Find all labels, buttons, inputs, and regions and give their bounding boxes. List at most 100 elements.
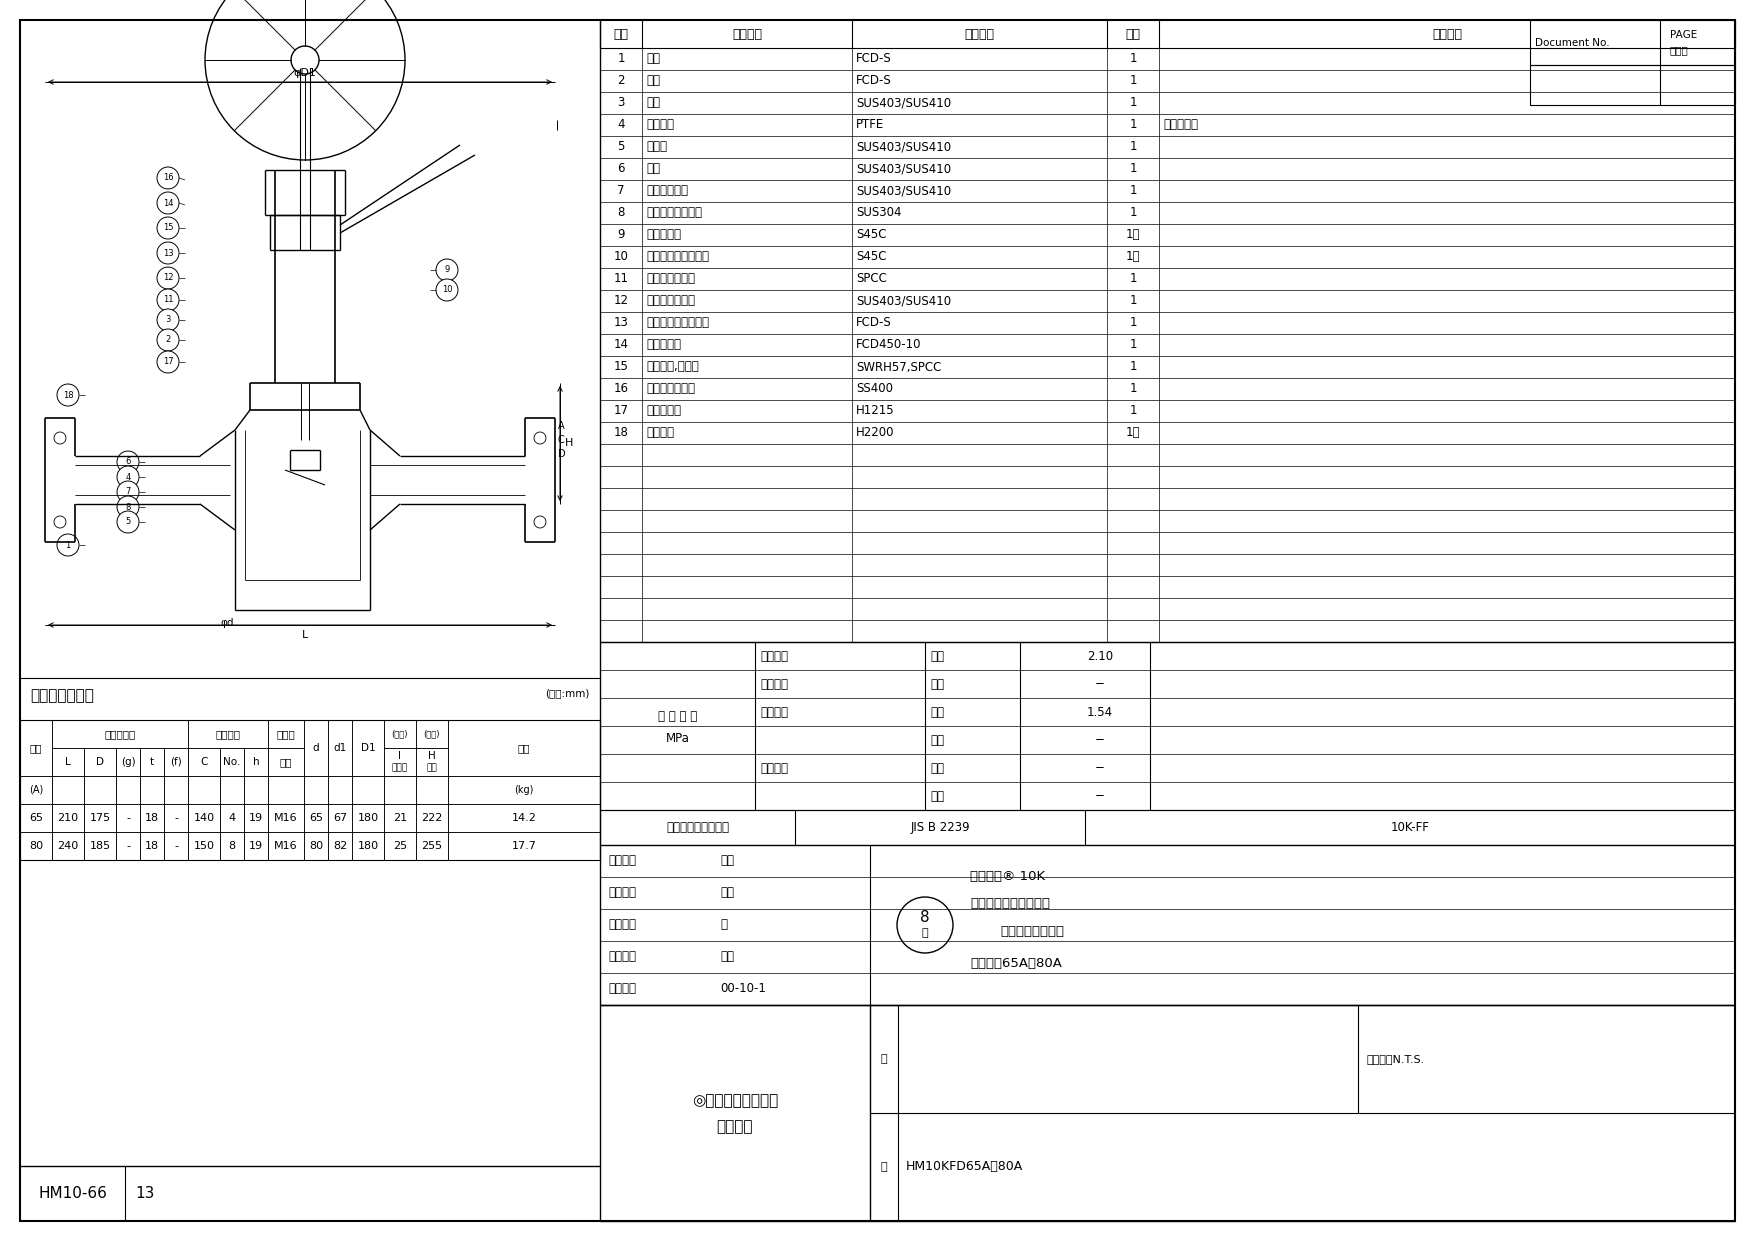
Text: ボルト穴: ボルト穴 — [216, 728, 240, 738]
Bar — [328, 831, 353, 860]
Text: 弁座輪: 弁座輪 — [646, 140, 667, 154]
Bar — [416, 776, 448, 804]
Text: 240: 240 — [58, 841, 79, 851]
Text: 汎用フランジ形玉形弁: 汎用フランジ形玉形弁 — [971, 897, 1049, 910]
Text: 検　図：: 検 図： — [607, 886, 635, 900]
Text: 255: 255 — [421, 841, 442, 851]
Text: 8: 8 — [618, 206, 625, 220]
Text: 8: 8 — [920, 911, 930, 926]
Circle shape — [156, 329, 179, 351]
Text: 80: 80 — [309, 841, 323, 851]
Circle shape — [156, 267, 179, 289]
Text: H2200: H2200 — [856, 427, 895, 439]
Bar — [163, 804, 188, 831]
Text: 1: 1 — [1128, 185, 1137, 197]
Text: 18: 18 — [146, 813, 160, 823]
Bar — [244, 804, 269, 831]
Circle shape — [435, 279, 458, 302]
Text: 00-10-1: 00-10-1 — [720, 983, 765, 995]
Text: Document No.: Document No. — [1536, 37, 1609, 47]
Text: 回り止め付ナット: 回り止め付ナット — [646, 206, 702, 220]
Bar — [188, 831, 219, 860]
Text: 16: 16 — [163, 174, 174, 182]
Text: t: t — [149, 757, 154, 767]
Text: 210: 210 — [58, 813, 79, 823]
Circle shape — [156, 242, 179, 264]
Bar — [416, 831, 448, 860]
Text: -: - — [126, 841, 130, 851]
Circle shape — [56, 383, 79, 406]
Bar — [304, 720, 328, 776]
Bar — [19, 804, 53, 831]
Bar — [53, 776, 84, 804]
Text: 11: 11 — [163, 295, 174, 304]
Bar — [219, 804, 244, 831]
Text: 水圧: 水圧 — [930, 649, 944, 663]
Text: 13: 13 — [135, 1186, 154, 1201]
Text: 13: 13 — [163, 248, 174, 257]
Text: 17: 17 — [614, 405, 628, 417]
Text: I: I — [398, 751, 402, 761]
Text: ボルト: ボルト — [277, 728, 295, 738]
Text: 印: 印 — [921, 928, 928, 938]
Text: -: - — [174, 813, 177, 823]
Text: 3: 3 — [165, 315, 170, 324]
Text: 19: 19 — [249, 841, 263, 851]
Bar — [269, 804, 304, 831]
Text: 11: 11 — [614, 273, 628, 285]
Text: ディスク: ディスク — [646, 118, 674, 132]
Text: L: L — [65, 757, 70, 767]
Text: 6: 6 — [618, 163, 625, 175]
Text: 1: 1 — [1128, 52, 1137, 66]
Text: 空圧: 空圧 — [930, 733, 944, 747]
Bar — [416, 720, 448, 748]
Bar — [84, 748, 116, 776]
Bar — [53, 804, 84, 831]
Text: 9: 9 — [444, 266, 449, 274]
Text: 呼び: 呼び — [30, 743, 42, 753]
Text: 阪: 阪 — [720, 918, 727, 932]
Text: 14: 14 — [614, 339, 628, 351]
Text: 5: 5 — [618, 140, 625, 154]
Text: ばね座金,平座金: ばね座金,平座金 — [646, 360, 698, 374]
Text: 17: 17 — [163, 357, 174, 366]
Text: ふたボルト: ふたボルト — [646, 228, 681, 242]
Text: SUS403/SUS410: SUS403/SUS410 — [856, 185, 951, 197]
Text: 10: 10 — [614, 251, 628, 263]
Bar — [163, 776, 188, 804]
Text: 弁算: 弁算 — [646, 52, 660, 66]
Text: 数量: 数量 — [1125, 27, 1141, 41]
Bar — [163, 748, 188, 776]
Circle shape — [56, 534, 79, 556]
Text: 65: 65 — [30, 813, 44, 823]
Text: FCD450-10: FCD450-10 — [856, 339, 921, 351]
Bar — [19, 720, 53, 776]
Text: M16: M16 — [274, 813, 298, 823]
Text: リフト: リフト — [391, 763, 409, 772]
Text: S45C: S45C — [856, 228, 886, 242]
Text: SPCC: SPCC — [856, 273, 886, 285]
Text: −: − — [1095, 789, 1106, 803]
Bar — [84, 776, 116, 804]
Text: 9: 9 — [618, 228, 625, 242]
Text: 17.7: 17.7 — [511, 841, 537, 851]
Text: （ソフトシート）: （ソフトシート） — [1000, 925, 1064, 938]
Text: 製　図：: 製 図： — [607, 855, 635, 867]
Text: 140: 140 — [193, 813, 214, 823]
Text: 14.2: 14.2 — [511, 813, 537, 823]
Text: 桑名工場: 桑名工場 — [716, 1119, 753, 1134]
Text: 2.10: 2.10 — [1086, 649, 1113, 663]
Text: φd: φd — [219, 618, 233, 628]
Text: 番: 番 — [881, 1162, 888, 1172]
Text: ハンドル車: ハンドル車 — [646, 339, 681, 351]
Bar — [19, 776, 53, 804]
Text: ガスケット: ガスケット — [646, 405, 681, 417]
Bar — [269, 831, 304, 860]
Text: 1組: 1組 — [1125, 427, 1141, 439]
Text: 180: 180 — [358, 813, 379, 823]
Text: 1: 1 — [1128, 97, 1137, 109]
Text: 175: 175 — [90, 813, 111, 823]
Text: 中川: 中川 — [720, 855, 734, 867]
Bar — [269, 776, 304, 804]
Text: フランジ部: フランジ部 — [104, 728, 135, 738]
